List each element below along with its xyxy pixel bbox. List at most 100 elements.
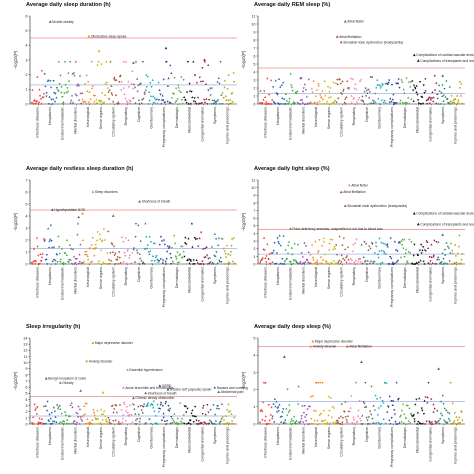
data-point — [112, 245, 116, 248]
data-point — [407, 81, 411, 84]
data-point — [419, 423, 423, 426]
data-point — [88, 90, 91, 93]
data-point — [436, 409, 439, 412]
data-point — [311, 91, 314, 94]
data-point — [73, 419, 76, 422]
data-point — [268, 419, 271, 422]
data-point — [299, 103, 302, 106]
data-point — [84, 422, 88, 425]
data-point — [418, 397, 421, 400]
data-point — [354, 82, 357, 85]
data-point — [58, 421, 61, 424]
data-point — [181, 256, 184, 259]
peak-data-point — [360, 360, 363, 363]
y-tick-label: 13 — [23, 343, 27, 347]
data-point — [107, 98, 111, 101]
data-point — [282, 408, 285, 411]
x-tick-label: Injuries and poisonings — [454, 427, 458, 464]
data-point — [347, 258, 350, 261]
data-point — [131, 251, 134, 254]
data-point — [377, 406, 380, 409]
data-point — [333, 245, 336, 248]
data-point — [172, 103, 175, 106]
data-point — [323, 253, 327, 256]
x-tick-label: Neoplasms — [48, 267, 52, 285]
data-point — [421, 409, 424, 412]
data-point — [160, 98, 164, 101]
x-tick-label: Sense organs — [99, 107, 103, 129]
data-point — [177, 84, 180, 87]
data-point — [171, 422, 174, 425]
data-point — [183, 95, 186, 98]
data-point — [138, 252, 141, 255]
data-point — [83, 405, 86, 408]
data-point — [221, 92, 224, 95]
data-point — [33, 403, 36, 406]
data-point — [190, 222, 193, 225]
data-point — [231, 91, 234, 94]
data-point — [120, 236, 124, 239]
peak-data-point — [441, 233, 445, 236]
data-point — [73, 262, 76, 265]
data-point — [230, 420, 234, 423]
data-point — [215, 407, 218, 410]
data-point — [33, 99, 36, 102]
data-point — [87, 101, 90, 104]
data-point — [302, 411, 305, 414]
data-point — [297, 385, 300, 388]
y-tick-label: 2 — [25, 410, 27, 414]
data-point — [160, 102, 163, 105]
data-point — [261, 410, 264, 413]
data-point — [169, 263, 173, 266]
data-point — [390, 100, 393, 103]
data-point — [334, 82, 337, 85]
x-tick-label: Congenital anomalies — [428, 267, 432, 302]
data-point — [282, 81, 285, 84]
y-tick-label: 6 — [25, 190, 27, 194]
data-point — [67, 261, 70, 264]
data-point — [82, 260, 86, 263]
data-point — [275, 262, 278, 265]
data-point — [398, 86, 401, 89]
x-tick-label: Neoplasms — [48, 427, 52, 445]
data-point — [300, 262, 304, 265]
data-point — [280, 102, 283, 105]
data-point — [152, 95, 155, 98]
data-point — [48, 413, 51, 416]
data-point — [374, 394, 377, 397]
x-tick-label: Neurological — [314, 427, 318, 447]
data-point — [65, 91, 68, 94]
data-point — [104, 418, 108, 421]
data-point — [396, 422, 399, 425]
data-point — [220, 260, 223, 263]
data-point — [395, 381, 398, 384]
peak-data-point — [50, 208, 54, 211]
y-tick-label: 5 — [253, 62, 255, 66]
data-point — [63, 420, 66, 423]
data-point — [349, 406, 352, 409]
data-point — [66, 87, 69, 90]
data-point — [397, 78, 400, 81]
data-point — [259, 260, 262, 263]
data-point — [72, 421, 75, 424]
data-point — [32, 103, 35, 106]
data-point — [101, 239, 104, 242]
data-point — [171, 417, 174, 420]
data-point — [91, 84, 95, 87]
data-point — [103, 238, 107, 241]
y-tick-label: 11 — [24, 355, 28, 359]
data-point — [85, 402, 88, 405]
data-point — [340, 254, 343, 257]
data-point — [134, 60, 138, 63]
data-point — [452, 98, 455, 101]
data-point — [144, 222, 147, 225]
data-point — [410, 97, 413, 100]
data-point — [140, 259, 143, 262]
y-axis-label: −log10(P) — [241, 212, 246, 231]
data-point — [151, 254, 155, 257]
data-point — [383, 242, 387, 245]
data-point — [173, 421, 176, 424]
data-point — [430, 255, 433, 258]
data-point — [201, 406, 205, 409]
data-point — [122, 241, 125, 244]
